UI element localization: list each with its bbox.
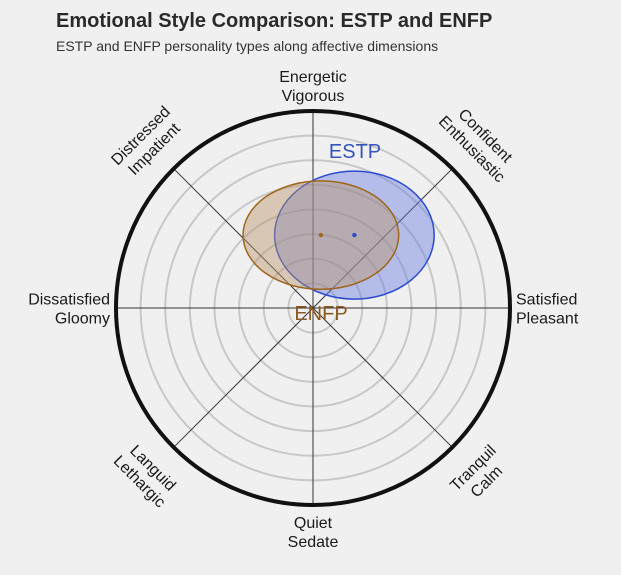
point-estp (352, 232, 357, 238)
axis-line (312, 168, 453, 309)
axis-label-line: Dissatisfied (28, 292, 110, 309)
point-enfp (318, 232, 324, 238)
axis-label-line: Pleasant (516, 311, 579, 328)
chart-title: Emotional Style Comparison: ESTP and ENF… (56, 10, 493, 32)
axis-label-line: Sedate (288, 534, 339, 551)
axis-label-line: Vigorous (282, 88, 345, 105)
axis-label-line: Quiet (294, 515, 333, 532)
outer-circle (114, 109, 512, 507)
axis-label-line: Energetic (279, 69, 347, 86)
axis-label-line: Satisfied (516, 292, 577, 309)
axis-label-line: Gloomy (55, 311, 110, 328)
axis-line (312, 307, 453, 448)
axis-label: Quiet Sedate (288, 515, 339, 551)
axis-label: Energetic Vigorous (279, 69, 347, 105)
chart-subtitle: ESTP and ENFP personality types along af… (56, 38, 439, 54)
axis-label: Satisfied Pleasant (516, 292, 579, 328)
axis-line (173, 307, 314, 448)
series-label-estp: ESTP (329, 141, 381, 163)
series-label-enfp: ENFP (294, 303, 347, 325)
axis-label: Dissatisfied Gloomy (28, 292, 110, 328)
